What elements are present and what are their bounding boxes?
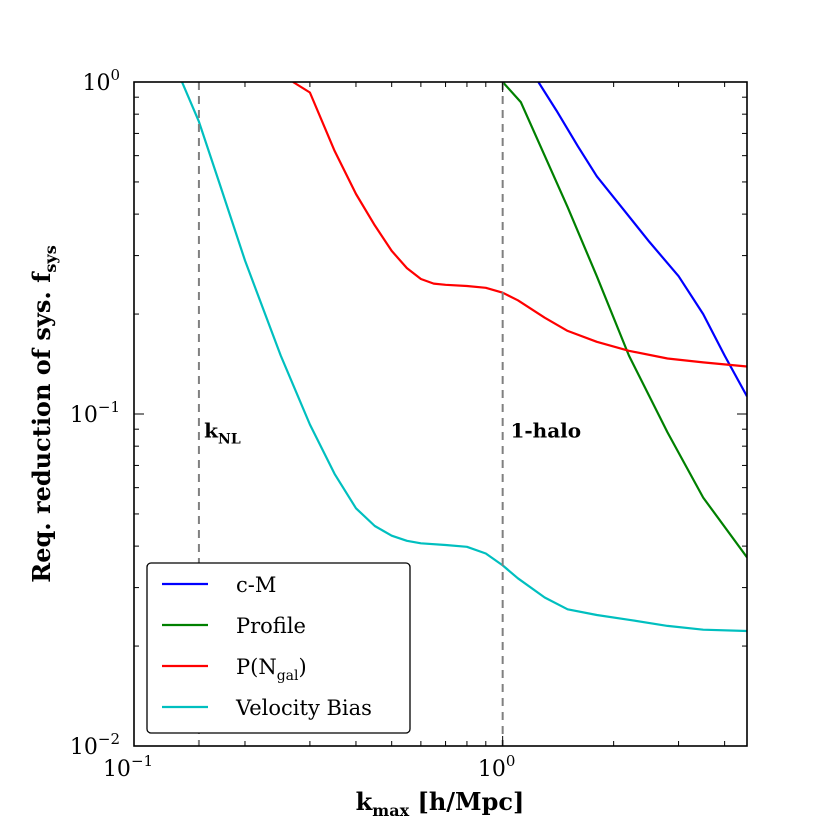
- legend-label-c-m: c-M: [236, 573, 276, 597]
- legend-box: [146, 562, 411, 734]
- x-tick-label: 100: [478, 752, 516, 782]
- x-tick-label: 10−1: [103, 752, 153, 782]
- y-tick-label: 10−2: [70, 730, 120, 760]
- series-line-p-ngal: [292, 82, 747, 368]
- series-line-profile: [501, 82, 747, 559]
- legend: c-M Profile P(Ngal) Velocity Bias: [146, 562, 411, 734]
- annotations: kNL 1-halo: [204, 418, 581, 447]
- y-tick-label: 100: [82, 66, 120, 96]
- series-line-velocity-bias: [180, 82, 747, 633]
- x-axis-label: kmax [h/Mpc]: [356, 787, 525, 820]
- plot-frame: [133, 81, 748, 747]
- legend-label-velocity-bias: Velocity Bias: [235, 696, 372, 720]
- y-axis-label: Req. reduction of sys. fsys: [27, 245, 60, 582]
- annotation-label: 1-halo: [510, 418, 581, 442]
- legend-label-p-ngal: P(Ngal): [236, 655, 307, 684]
- series-line-c-m: [537, 82, 747, 397]
- legend-label-profile: Profile: [236, 614, 306, 638]
- y-tick-label: 10−1: [70, 398, 120, 428]
- annotation-label: kNL: [204, 418, 241, 447]
